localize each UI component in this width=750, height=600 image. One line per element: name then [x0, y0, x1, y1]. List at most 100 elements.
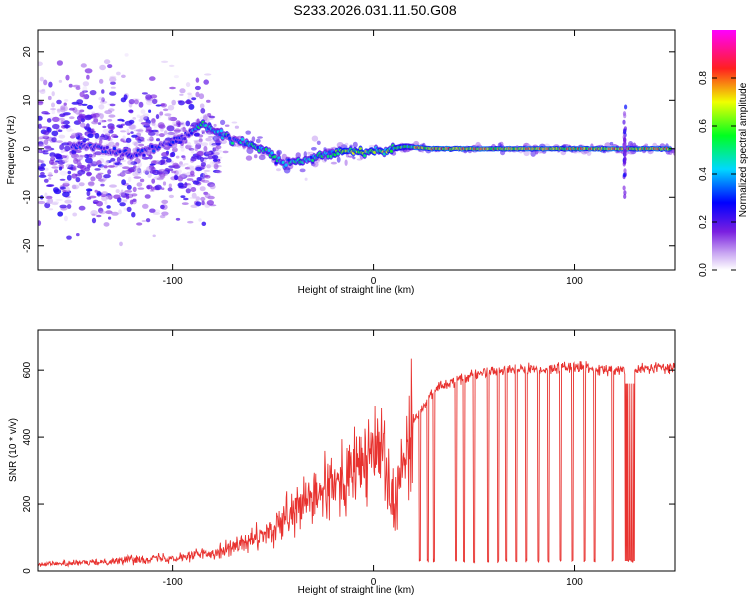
noise-blob: [38, 159, 42, 163]
noise-blob: [530, 150, 536, 157]
noise-blob: [129, 124, 137, 130]
noise-blob: [131, 134, 138, 138]
noise-blob: [59, 204, 67, 209]
noise-blob: [79, 136, 85, 140]
noise-blob: [58, 118, 65, 121]
noise-blob: [97, 164, 105, 168]
noise-blob: [72, 212, 78, 217]
snr-ytick-label: 400: [22, 428, 33, 445]
noise-blob: [98, 139, 103, 144]
noise-blob: [190, 187, 197, 192]
spike-blob: [622, 185, 626, 191]
noise-blob: [204, 175, 209, 178]
noise-blob: [73, 153, 77, 158]
noise-blob: [145, 94, 153, 100]
noise-blob: [143, 169, 150, 174]
noise-blob: [111, 211, 119, 216]
noise-blob: [108, 216, 112, 220]
noise-blob: [58, 134, 66, 139]
spike-blob: [622, 119, 626, 125]
noise-blob: [71, 101, 80, 105]
noise-blob: [181, 172, 188, 178]
noise-blob: [107, 64, 113, 69]
noise-blob: [48, 177, 52, 180]
noise-blob: [257, 136, 263, 139]
noise-blob: [109, 184, 117, 188]
colorbar-tick-label: 0.6: [698, 119, 709, 133]
noise-blob: [206, 164, 212, 169]
noise-blob: [209, 183, 216, 190]
noise-blob: [127, 168, 135, 173]
noise-blob: [190, 149, 195, 154]
noise-blob: [149, 170, 157, 174]
ridge-core: [118, 150, 122, 154]
noise-blob: [142, 113, 149, 118]
noise-blob: [161, 187, 165, 190]
noise-blob: [149, 163, 156, 166]
noise-blob: [190, 204, 198, 208]
noise-blob: [58, 129, 63, 133]
noise-blob: [192, 180, 200, 185]
noise-blob: [152, 212, 161, 215]
noise-blob: [203, 145, 208, 152]
spectrogram-marks: [38, 53, 675, 247]
noise-blob: [190, 157, 197, 162]
noise-blob: [166, 125, 175, 132]
noise-blob: [155, 114, 160, 120]
noise-blob: [117, 173, 121, 177]
noise-blob: [344, 142, 349, 146]
noise-blob: [168, 64, 175, 67]
noise-blob: [94, 168, 101, 171]
spectrogram-xlabel: Height of straight line (km): [298, 285, 415, 296]
noise-blob: [309, 151, 315, 154]
noise-blob: [136, 182, 143, 187]
noise-blob: [231, 121, 238, 124]
ridge-core: [336, 152, 340, 156]
snr-panel: -100 0 100 0 200 400 600 Height of straight li…: [8, 329, 676, 596]
ridge-core: [270, 151, 274, 155]
noise-blob: [120, 198, 128, 204]
noise-blob: [90, 128, 95, 132]
noise-blob: [184, 182, 188, 188]
noise-blob: [107, 119, 113, 122]
noise-blob: [78, 205, 86, 211]
noise-blob: [180, 164, 185, 167]
noise-blob: [122, 166, 130, 170]
noise-blob: [56, 108, 62, 112]
noise-blob: [179, 161, 183, 166]
noise-blob: [162, 181, 167, 186]
noise-blob: [156, 138, 160, 142]
noise-blob: [540, 151, 545, 154]
noise-blob: [91, 156, 95, 159]
noise-blob: [200, 196, 206, 202]
noise-blob: [224, 124, 230, 127]
noise-blob: [38, 123, 42, 129]
noise-blob: [203, 132, 211, 136]
noise-blob: [203, 169, 211, 172]
noise-blob: [138, 101, 144, 108]
noise-blob: [143, 122, 151, 126]
noise-blob: [82, 90, 88, 93]
colorbar-label: Normalized spectral amplitude: [738, 82, 749, 217]
noise-blob: [151, 129, 159, 133]
noise-blob: [87, 133, 94, 138]
noise-blob: [99, 64, 106, 71]
spike-blob: [623, 168, 627, 174]
noise-blob: [123, 207, 127, 211]
noise-blob: [195, 196, 201, 202]
noise-blob: [108, 114, 116, 118]
noise-blob: [50, 108, 57, 111]
noise-blob: [119, 241, 123, 247]
noise-blob: [99, 78, 104, 84]
noise-blob: [38, 159, 46, 164]
noise-blob: [50, 155, 54, 160]
noise-blob: [55, 157, 63, 160]
noise-blob: [133, 176, 142, 179]
noise-blob: [215, 137, 220, 143]
noise-blob: [88, 181, 95, 186]
noise-blob: [107, 169, 112, 175]
noise-blob: [38, 220, 42, 226]
spectrogram-ytick-label: 20: [22, 46, 33, 58]
noise-blob: [194, 85, 201, 91]
noise-blob: [200, 156, 204, 163]
